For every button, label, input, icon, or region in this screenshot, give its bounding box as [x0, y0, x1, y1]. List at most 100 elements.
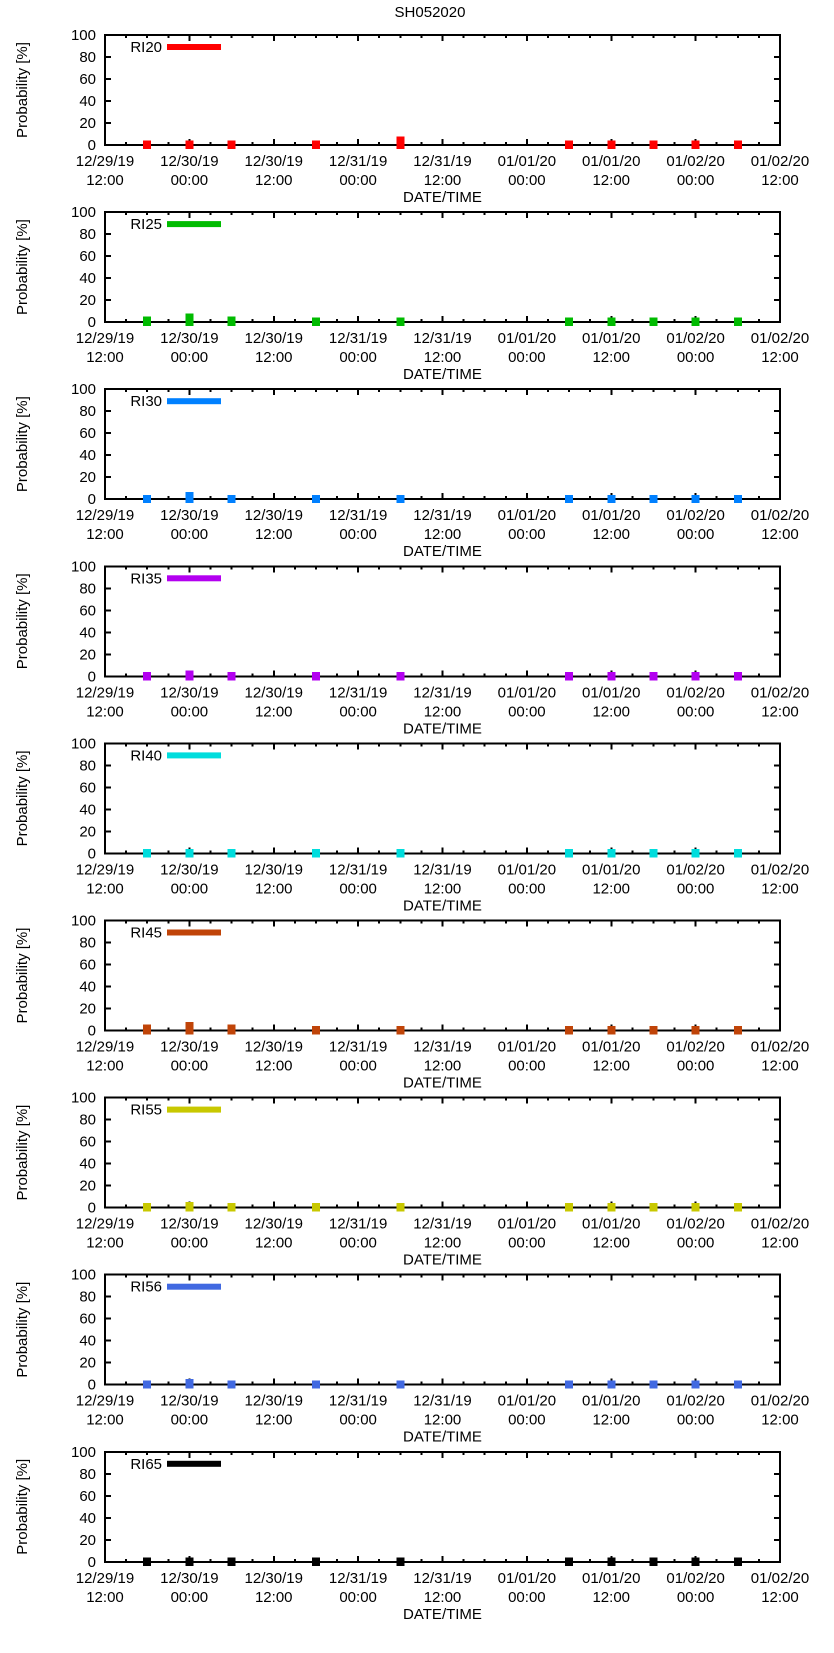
y-tick-label: 20: [79, 1355, 96, 1372]
plot-border: [104, 388, 781, 501]
x-tick-label-date: 01/01/20: [498, 330, 556, 347]
data-point-marker: [185, 1557, 194, 1566]
legend-swatch: [167, 929, 221, 936]
y-tick-label: 0: [88, 1377, 96, 1394]
y-tick-label: 20: [79, 292, 96, 309]
legend-label: RI65: [130, 1456, 162, 1473]
data-point-marker: [649, 849, 658, 858]
subplot-RI56: 0 20 40 60 80 100 12/29/19 12:00 12/30/19 00:00 12…: [14, 1267, 809, 1446]
plot-border: [104, 34, 781, 146]
data-point-marker: [691, 1557, 700, 1566]
data-point-marker: [185, 1201, 194, 1212]
y-tick-label: 60: [79, 1488, 96, 1505]
x-tick-label-time: 12:00: [761, 703, 799, 720]
x-tick-label-time: 12:00: [761, 526, 799, 543]
x-tick-label-time: 12:00: [86, 1412, 124, 1429]
data-point-marker: [227, 140, 236, 149]
x-tick-label-date: 01/02/20: [751, 684, 809, 701]
plot-border: [104, 919, 781, 1032]
data-point-marker: [565, 671, 574, 681]
y-tick-label: 100: [71, 27, 96, 44]
x-tick-label-time: 00:00: [508, 1589, 546, 1606]
x-tick-label-time: 12:00: [761, 1589, 799, 1606]
x-tick-label-date: 12/31/19: [329, 1570, 387, 1587]
x-tick-label-date: 01/01/20: [498, 1393, 556, 1410]
subplot-RI20: 0 20 40 60 80 100 12/29/19 12:00 12/30/19 00:00 12…: [14, 27, 809, 206]
x-axis-label: DATE/TIME: [403, 366, 482, 383]
x-tick-label-time: 00:00: [508, 172, 546, 189]
x-tick-label-time: 00:00: [677, 1235, 715, 1252]
plot-border: [104, 742, 781, 855]
x-tick-label-time: 12:00: [255, 703, 293, 720]
x-tick-label-date: 01/01/20: [582, 507, 640, 524]
x-tick-label-time: 00:00: [339, 526, 377, 543]
y-tick-label: 100: [71, 204, 96, 221]
y-tick-label: 20: [79, 469, 96, 486]
x-tick-label-time: 12:00: [761, 172, 799, 189]
x-tick-label-time: 00:00: [339, 1412, 377, 1429]
data-point-marker: [649, 671, 658, 681]
data-point-marker: [733, 1026, 742, 1035]
x-axis-label: DATE/TIME: [403, 720, 482, 737]
x-tick-label-date: 12/30/19: [245, 1216, 303, 1233]
y-tick-label: 20: [79, 115, 96, 132]
data-point-marker: [649, 317, 658, 327]
x-tick-label-time: 12:00: [86, 1058, 124, 1075]
x-tick-label-date: 12/31/19: [413, 153, 471, 170]
x-tick-label-date: 01/02/20: [751, 1393, 809, 1410]
plot-border: [104, 1096, 781, 1209]
x-tick-label-time: 12:00: [86, 1235, 124, 1252]
x-tick-label-date: 01/01/20: [582, 1393, 640, 1410]
y-tick-label: 100: [71, 735, 96, 752]
data-point-marker: [565, 1203, 574, 1212]
x-tick-label-date: 12/30/19: [160, 153, 218, 170]
x-tick-label-time: 00:00: [677, 349, 715, 366]
y-tick-label: 40: [79, 1333, 96, 1350]
x-tick-label-time: 12:00: [592, 1589, 630, 1606]
x-tick-label-date: 12/31/19: [413, 1570, 471, 1587]
x-tick-label-date: 12/31/19: [413, 1216, 471, 1233]
x-tick-label-time: 00:00: [171, 703, 209, 720]
x-tick-label-date: 12/29/19: [76, 684, 134, 701]
data-point-marker: [396, 136, 405, 149]
x-tick-label-date: 01/01/20: [582, 684, 640, 701]
data-point-marker: [311, 671, 320, 681]
y-tick-label: 100: [71, 1444, 96, 1461]
x-tick-label-time: 00:00: [171, 1412, 209, 1429]
data-point-marker: [649, 140, 658, 149]
y-tick-label: 40: [79, 1156, 96, 1173]
x-tick-label-time: 00:00: [677, 526, 715, 543]
data-point-marker: [691, 671, 700, 681]
y-axis-label: Probability [%]: [14, 396, 31, 492]
data-point-marker: [311, 1203, 320, 1212]
legend-label: RI20: [130, 39, 162, 56]
y-axis-label: Probability [%]: [14, 1105, 31, 1201]
legend-swatch: [167, 44, 221, 50]
data-point-marker: [733, 140, 742, 149]
y-tick-label: 80: [79, 580, 96, 597]
x-tick-label-date: 01/02/20: [666, 1393, 724, 1410]
data-point-marker: [565, 1026, 574, 1035]
x-tick-label-time: 12:00: [424, 172, 462, 189]
y-tick-label: 80: [79, 49, 96, 66]
x-tick-label-time: 00:00: [339, 349, 377, 366]
legend-swatch: [167, 1460, 221, 1467]
y-tick-label: 80: [79, 1112, 96, 1129]
data-point-marker: [691, 317, 700, 327]
x-tick-label-date: 12/31/19: [329, 861, 387, 878]
x-tick-label-date: 12/29/19: [76, 1216, 134, 1233]
x-tick-label-date: 12/30/19: [160, 1039, 218, 1056]
plot-border: [104, 1273, 781, 1386]
x-tick-label-date: 12/29/19: [76, 1039, 134, 1056]
data-point-marker: [185, 670, 194, 681]
x-tick-label-time: 00:00: [339, 1589, 377, 1606]
legend-swatch: [167, 575, 221, 582]
y-tick-label: 40: [79, 624, 96, 641]
y-tick-label: 20: [79, 1001, 96, 1018]
data-point-marker: [143, 316, 152, 327]
x-tick-label-time: 12:00: [255, 1412, 293, 1429]
plot-border: [104, 211, 781, 324]
data-point-marker: [733, 1380, 742, 1389]
x-tick-label-date: 12/30/19: [245, 1039, 303, 1056]
